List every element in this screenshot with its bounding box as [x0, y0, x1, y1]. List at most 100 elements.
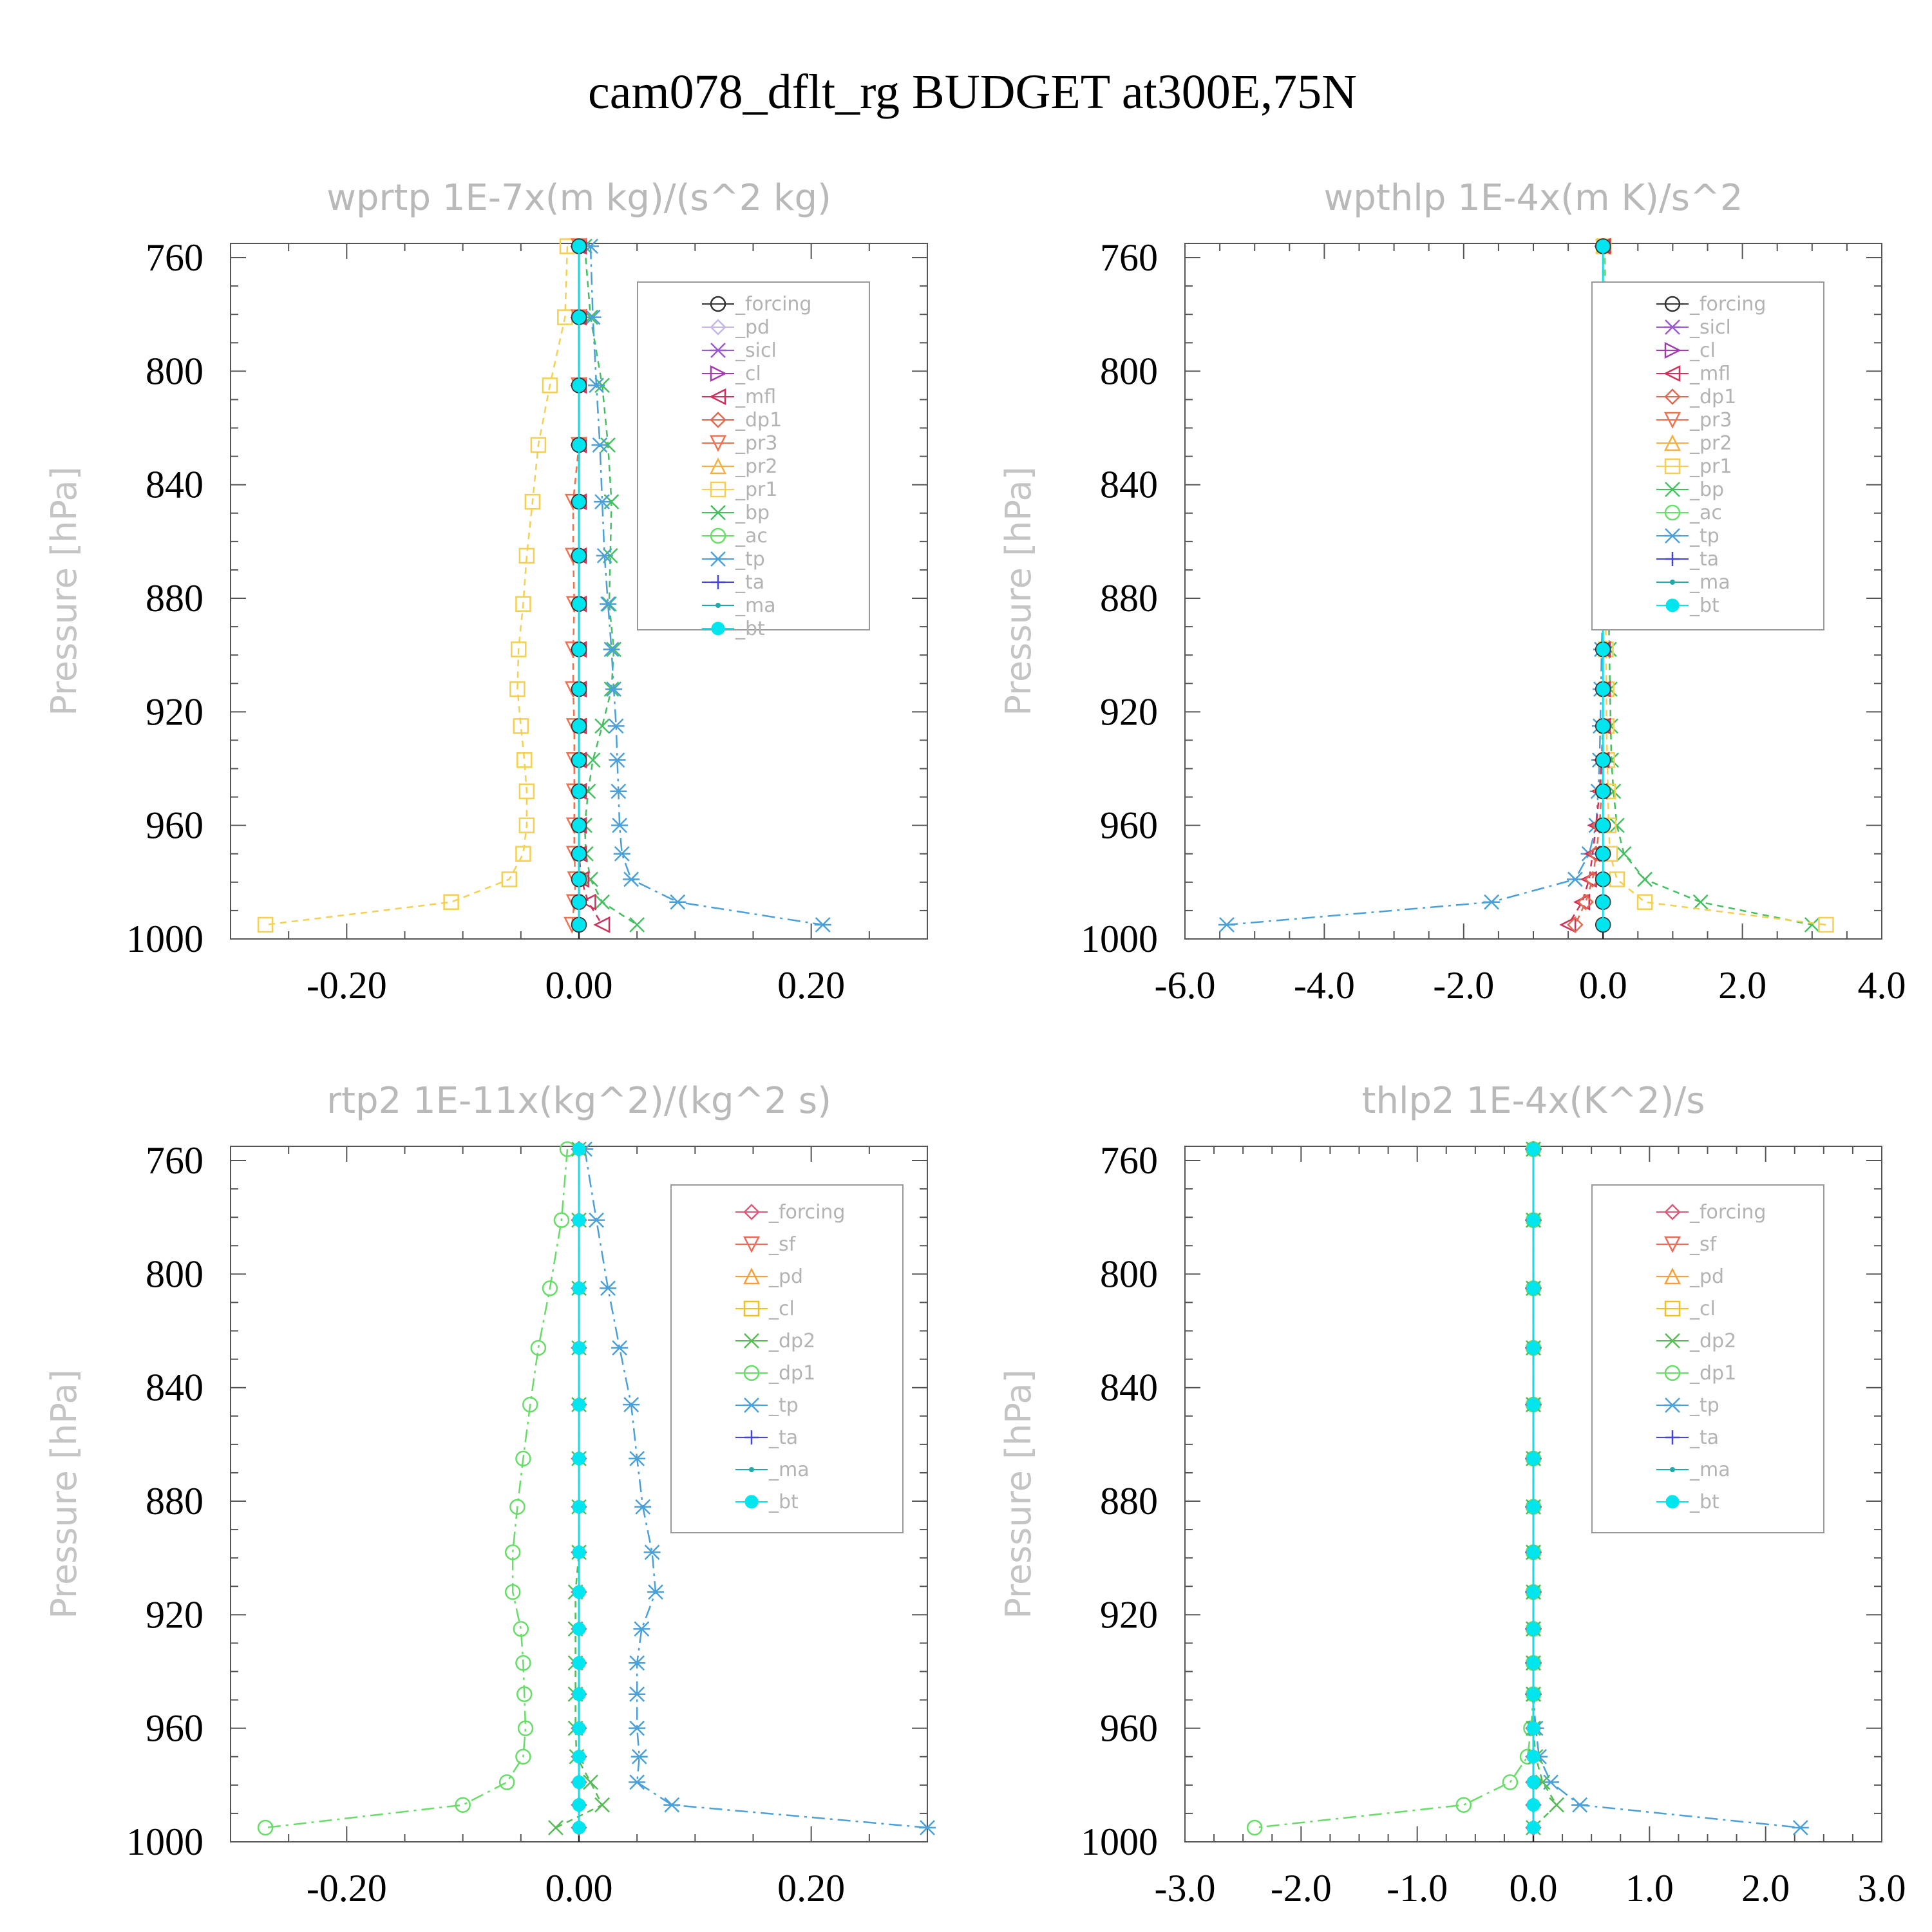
data-point: [504, 1584, 521, 1600]
legend-item: _bt: [702, 618, 765, 640]
legend: _forcing_pd_sicl_cl_mfl_dp1_pr3_pr2_pr1_…: [637, 281, 870, 640]
data-point: [257, 1819, 274, 1836]
data-point: [498, 1774, 515, 1790]
data-point: [572, 1142, 586, 1156]
data-point: [1526, 1775, 1540, 1789]
y-tick-label: 920: [1100, 690, 1158, 733]
panel-title: wprtp 1E-7x(m kg)/(s^2 kg): [327, 177, 831, 219]
legend-label: _cl: [768, 1298, 795, 1320]
x-tick-label: -2.0: [1433, 964, 1494, 1007]
legend-marker: [1664, 341, 1681, 359]
data-point: [613, 846, 630, 862]
data-point: [548, 1820, 564, 1835]
x-tick-label: -0.20: [307, 964, 387, 1007]
data-point: [572, 918, 586, 932]
data-point: [572, 1545, 586, 1559]
data-point: [542, 1280, 558, 1296]
x-tick-label: -2.0: [1271, 1867, 1332, 1909]
y-tick-label: 760: [146, 236, 204, 279]
series-line: [265, 1149, 569, 1829]
data-point: [516, 752, 533, 768]
chart-panel-1: wprtp 1E-7x(m kg)/(s^2 kg) Pressure [hPa]…: [44, 177, 928, 1007]
x-tick-label: -6.0: [1155, 964, 1216, 1007]
data-point: [588, 1212, 605, 1228]
legend-item: _sicl: [1656, 316, 1731, 339]
data-point: [572, 1585, 586, 1599]
x-tick-label: 3.0: [1858, 1867, 1906, 1909]
y-axis-label: Pressure [hPa]: [44, 466, 84, 715]
data-point: [1636, 894, 1653, 910]
chart-panel-2: wpthlp 1E-4x(m K)/s^2 Pressure [hPa] 760 80…: [998, 177, 1906, 1007]
x-tick-label: 2.0: [1741, 1867, 1790, 1909]
legend-item: _pr3: [1656, 409, 1732, 431]
legend-item: _ta: [1656, 548, 1719, 571]
legend-item: _ma: [1656, 571, 1730, 594]
x-tick-label: 1.0: [1625, 1867, 1674, 1909]
legend-marker: [709, 435, 727, 452]
data-point: [572, 1622, 586, 1636]
legend-label: _pr3: [735, 432, 777, 455]
data-point: [1526, 1798, 1540, 1812]
series-bt: [572, 1142, 586, 1835]
legend-item: _ta: [702, 571, 764, 594]
data-point: [518, 547, 535, 564]
legend-item: _pd: [1656, 1265, 1724, 1288]
legend-item: _dp2: [1656, 1330, 1736, 1352]
legend-box: [637, 281, 870, 630]
legend-label: _dp2: [768, 1330, 815, 1352]
data-point: [1526, 1452, 1540, 1466]
legend-marker: [1664, 1204, 1681, 1220]
data-point: [1526, 1397, 1540, 1412]
y-tick-label: 800: [1100, 350, 1158, 392]
y-tick-label: 760: [1100, 1139, 1158, 1182]
data-point: [1526, 1750, 1540, 1764]
data-point: [1246, 1819, 1263, 1836]
chart-panel-3: rtp2 1E-11x(kg^2)/(kg^2 s) Pressure [hPa]…: [44, 1080, 936, 1909]
legend-item: _bp: [702, 502, 770, 524]
y-tick-label: 960: [146, 804, 204, 847]
legend-item: _cl: [735, 1298, 795, 1320]
data-point: [1502, 1774, 1519, 1790]
legend-box: [1591, 281, 1824, 630]
data-point: [600, 1280, 617, 1296]
data-point: [1609, 817, 1625, 833]
legend-marker: [1670, 1467, 1675, 1472]
data-point: [1792, 1820, 1809, 1835]
y-tick-label: 760: [1100, 236, 1158, 279]
data-point: [515, 1450, 531, 1467]
data-point: [1526, 1687, 1540, 1701]
data-point: [522, 1396, 538, 1413]
legend-marker: [1664, 1300, 1681, 1317]
panel-title: rtp2 1E-11x(kg^2)/(kg^2 s): [327, 1080, 831, 1122]
legend-label: _mfl: [735, 386, 776, 408]
legend-item: _pr3: [702, 432, 777, 455]
y-tick-label: 840: [146, 1367, 204, 1409]
data-point: [669, 894, 687, 910]
data-point: [583, 871, 598, 887]
y-tick-label: 1000: [126, 918, 204, 960]
legend-item: _ma: [702, 594, 776, 617]
data-point: [629, 1655, 646, 1671]
data-point: [515, 596, 531, 612]
legend-label: _forcing: [1689, 1201, 1766, 1224]
y-tick-label: 960: [1100, 1707, 1158, 1750]
panel-title: thlp2 1E-4x(K^2)/s: [1362, 1080, 1705, 1122]
legend-item: _cl: [1656, 339, 1716, 362]
data-point: [1526, 1656, 1540, 1670]
data-point: [629, 1451, 646, 1466]
legend-label: _ac: [1689, 502, 1722, 524]
legend-marker: [1665, 552, 1680, 566]
legend-label: _bp: [735, 502, 770, 524]
data-point: [513, 1621, 529, 1637]
data-point: [585, 752, 601, 768]
data-point: [1596, 682, 1610, 696]
data-point: [609, 752, 626, 768]
data-point: [572, 784, 586, 799]
data-point: [1596, 239, 1610, 253]
legend-label: _bt: [1689, 1491, 1719, 1513]
y-tick-label: 920: [1100, 1593, 1158, 1636]
x-tick-label: -1.0: [1387, 1867, 1448, 1909]
legend-marker: [743, 1300, 760, 1317]
legend-item: _mfl: [702, 386, 776, 408]
y-tick-label: 800: [146, 350, 204, 392]
